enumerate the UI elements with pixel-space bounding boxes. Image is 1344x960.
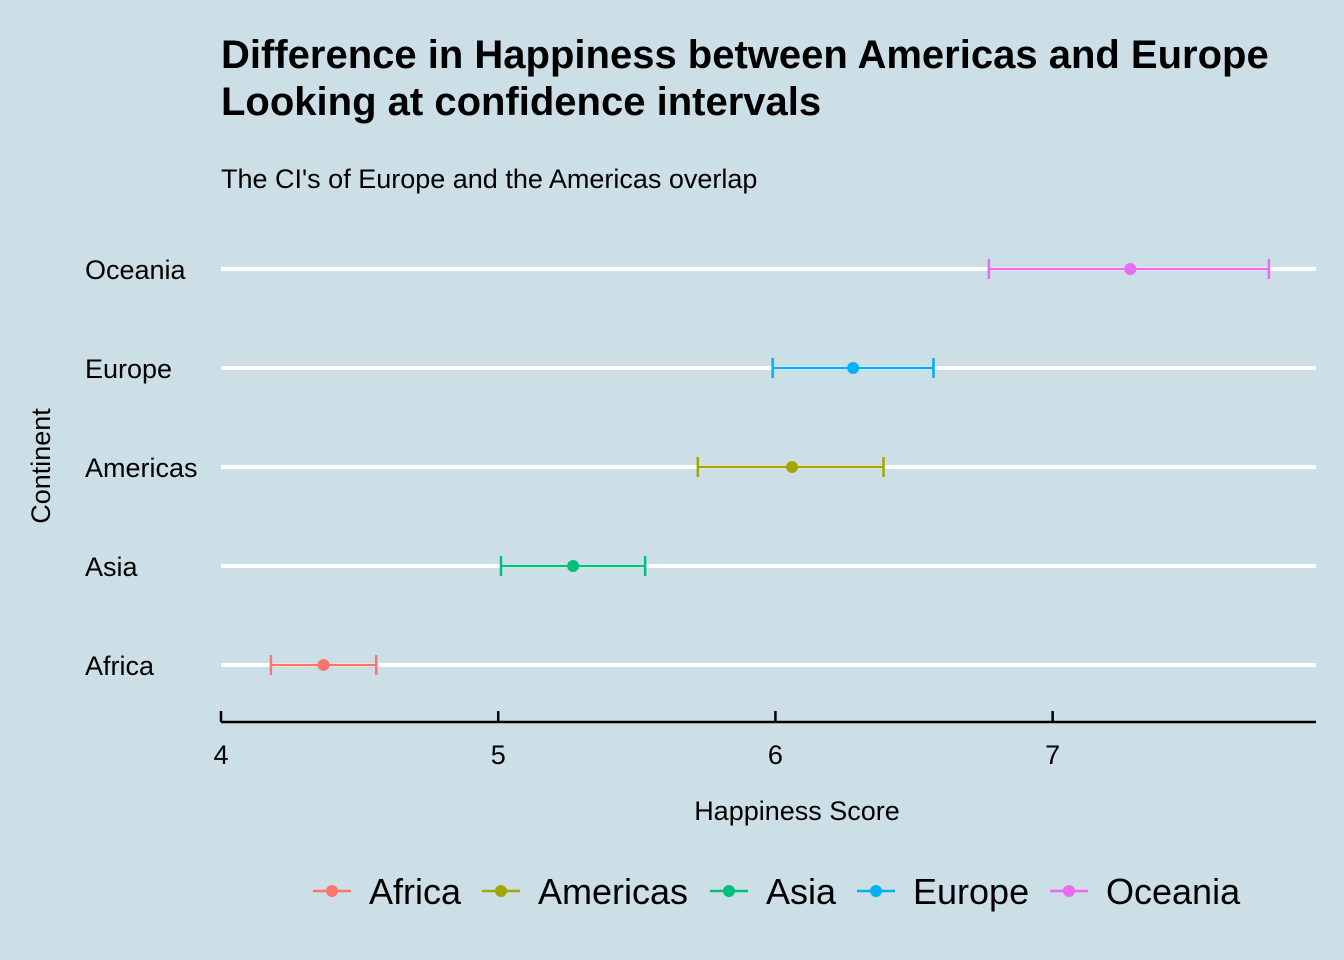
legend-key-point-africa: [326, 885, 338, 897]
legend: Africa Americas Asia Europe Oceania: [313, 871, 1241, 912]
x-tick-label-4: 4: [213, 740, 228, 770]
chart-title-line-1: Difference in Happiness between Americas…: [221, 33, 1269, 77]
legend-label-americas: Americas: [538, 871, 688, 912]
mean-point-oceania: [1124, 263, 1137, 275]
y-tick-label-europe: Europe: [85, 354, 172, 384]
errorbar-layer: [269, 259, 1271, 675]
x-tick-label-7: 7: [1045, 740, 1060, 770]
chart-title-line-2: Looking at confidence intervals: [221, 80, 821, 124]
legend-label-africa: Africa: [369, 871, 462, 912]
y-tick-label-africa: Africa: [85, 651, 155, 681]
legend-label-europe: Europe: [913, 871, 1029, 912]
errorbar-asia: [499, 556, 647, 576]
y-tick-label-americas: Americas: [85, 453, 198, 483]
legend-key-point-europe: [870, 885, 882, 897]
errorbar-oceania: [987, 259, 1271, 279]
legend-key-point-americas: [495, 885, 507, 897]
mean-point-europe: [847, 362, 860, 374]
legend-key-point-oceania: [1063, 885, 1075, 897]
mean-point-asia: [567, 560, 580, 572]
y-tick-label-oceania: Oceania: [85, 255, 187, 285]
legend-item-africa: Africa: [313, 871, 462, 912]
errorbar-europe: [771, 358, 935, 378]
chart-subtitle: The CI's of Europe and the Americas over…: [221, 164, 757, 194]
mean-point-americas: [786, 461, 799, 473]
x-axis-label: Happiness Score: [694, 796, 900, 826]
legend-item-europe: Europe: [857, 871, 1029, 912]
x-tick-label-5: 5: [491, 740, 506, 770]
legend-item-americas: Americas: [482, 871, 688, 912]
legend-label-asia: Asia: [766, 871, 837, 912]
legend-item-asia: Asia: [710, 871, 837, 912]
legend-label-oceania: Oceania: [1106, 871, 1241, 912]
errorbar-americas: [696, 457, 885, 477]
y-axis-label: Continent: [26, 408, 56, 524]
y-tick-label-asia: Asia: [85, 552, 139, 582]
y-tick-labels: Africa Asia Americas Europe Oceania: [85, 255, 198, 681]
x-ticks: 4 5 6 7: [213, 711, 1060, 770]
errorbar-africa: [269, 655, 378, 675]
x-tick-label-6: 6: [768, 740, 783, 770]
mean-point-africa: [317, 659, 330, 671]
legend-key-point-asia: [723, 885, 735, 897]
legend-item-oceania: Oceania: [1050, 871, 1241, 912]
